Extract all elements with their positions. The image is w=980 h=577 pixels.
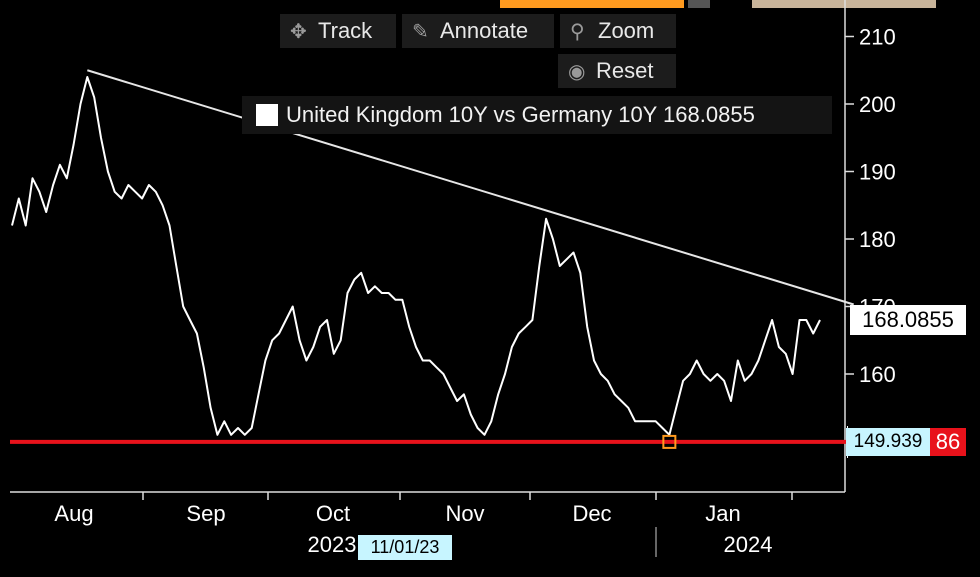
year-label-2023: 2023 — [308, 532, 357, 557]
top-accent-bar-tan — [752, 0, 936, 8]
top-accent-bar-gray — [688, 0, 710, 8]
radio-dot-icon: ◉ — [568, 60, 586, 83]
hline-suffix-tag: 86 — [930, 428, 966, 456]
x-tick-label-dec: Dec — [572, 501, 611, 526]
track-button[interactable]: ✥ Track — [280, 14, 396, 48]
y-tick-label-210: 210 — [859, 25, 896, 50]
x-tick-label-oct: Oct — [316, 501, 350, 526]
year-label-2024: 2024 — [724, 532, 773, 557]
crosshair-icon: ✥ — [290, 20, 307, 43]
legend-swatch — [256, 104, 278, 126]
x-tick-label-sep: Sep — [186, 501, 225, 526]
cursor-date-tag: 11/01/23 — [358, 535, 452, 560]
x-tick-label-jan: Jan — [705, 501, 740, 526]
trendline — [87, 69, 854, 306]
low-point-marker — [662, 434, 677, 449]
magnifier-icon: ⚲ — [570, 20, 585, 43]
zoom-label: Zoom — [598, 18, 655, 43]
top-accent-bar-orange — [500, 0, 684, 8]
zoom-button[interactable]: ⚲ Zoom — [560, 14, 676, 48]
annotate-button[interactable]: ✎ Annotate — [402, 14, 554, 48]
hline-value-tag: 149.939 — [846, 428, 930, 456]
legend: United Kingdom 10Y vs Germany 10Y 168.08… — [242, 96, 832, 134]
reset-label: Reset — [596, 58, 654, 83]
y-tick-label-200: 200 — [859, 92, 896, 117]
x-tick-label-nov: Nov — [445, 501, 484, 526]
y-tick-label-180: 180 — [859, 227, 896, 252]
reset-button[interactable]: ◉ Reset — [558, 54, 676, 88]
y-tick-label-190: 190 — [859, 160, 896, 185]
y-tick-label-160: 160 — [859, 362, 896, 387]
x-tick-label-aug: Aug — [54, 501, 93, 526]
annotate-label: Annotate — [440, 18, 529, 43]
legend-label: United Kingdom 10Y vs Germany 10Y 168.08… — [286, 102, 755, 127]
pencil-icon: ✎ — [412, 20, 429, 43]
track-label: Track — [318, 18, 373, 43]
series-line-uk-vs-germany-10y — [11, 76, 821, 436]
last-value-tag: 168.0855 — [850, 305, 966, 335]
